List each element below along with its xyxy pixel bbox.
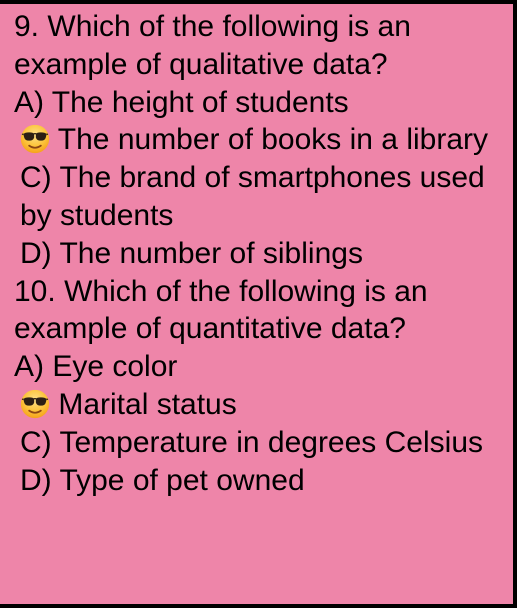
option-label: C) — [20, 161, 52, 194]
option-label: D) — [20, 464, 52, 497]
option-label: A) — [14, 350, 44, 383]
option-text: Marital status — [58, 388, 236, 421]
question-text: Which of the following is an example of … — [14, 10, 411, 81]
option-label: D) — [20, 237, 52, 270]
option-label: A) — [14, 86, 44, 119]
option-b: Marital status — [14, 386, 499, 424]
option-text: Eye color — [52, 350, 177, 383]
option-text: The brand of smartphones used by student… — [20, 161, 485, 232]
question-9: 9. Which of the following is an example … — [14, 8, 499, 273]
question-text: Which of the following is an example of … — [14, 275, 428, 346]
option-text: The number of siblings — [59, 237, 363, 270]
option-b: The number of books in a library — [14, 121, 499, 159]
option-d: D) The number of siblings — [14, 235, 499, 273]
question-number: 10. — [14, 275, 56, 308]
option-text: The height of students — [52, 86, 349, 119]
sunglasses-emoji-icon — [20, 124, 50, 154]
option-a: A) Eye color — [14, 348, 499, 386]
option-text: Type of pet owned — [59, 464, 304, 497]
option-c: C) The brand of smartphones used by stud… — [14, 159, 499, 235]
question-number: 9. — [14, 10, 39, 43]
option-a: A) The height of students — [14, 84, 499, 122]
sunglasses-emoji-icon — [20, 389, 50, 419]
option-text: Temperature in degrees Celsius — [59, 426, 483, 459]
option-text: The number of books in a library — [58, 123, 488, 156]
option-c: C) Temperature in degrees Celsius — [14, 424, 499, 462]
option-label: C) — [20, 426, 52, 459]
option-d: D) Type of pet owned — [14, 462, 499, 500]
document-content: 9. Which of the following is an example … — [0, 4, 513, 503]
question-10: 10. Which of the following is an example… — [14, 273, 499, 500]
